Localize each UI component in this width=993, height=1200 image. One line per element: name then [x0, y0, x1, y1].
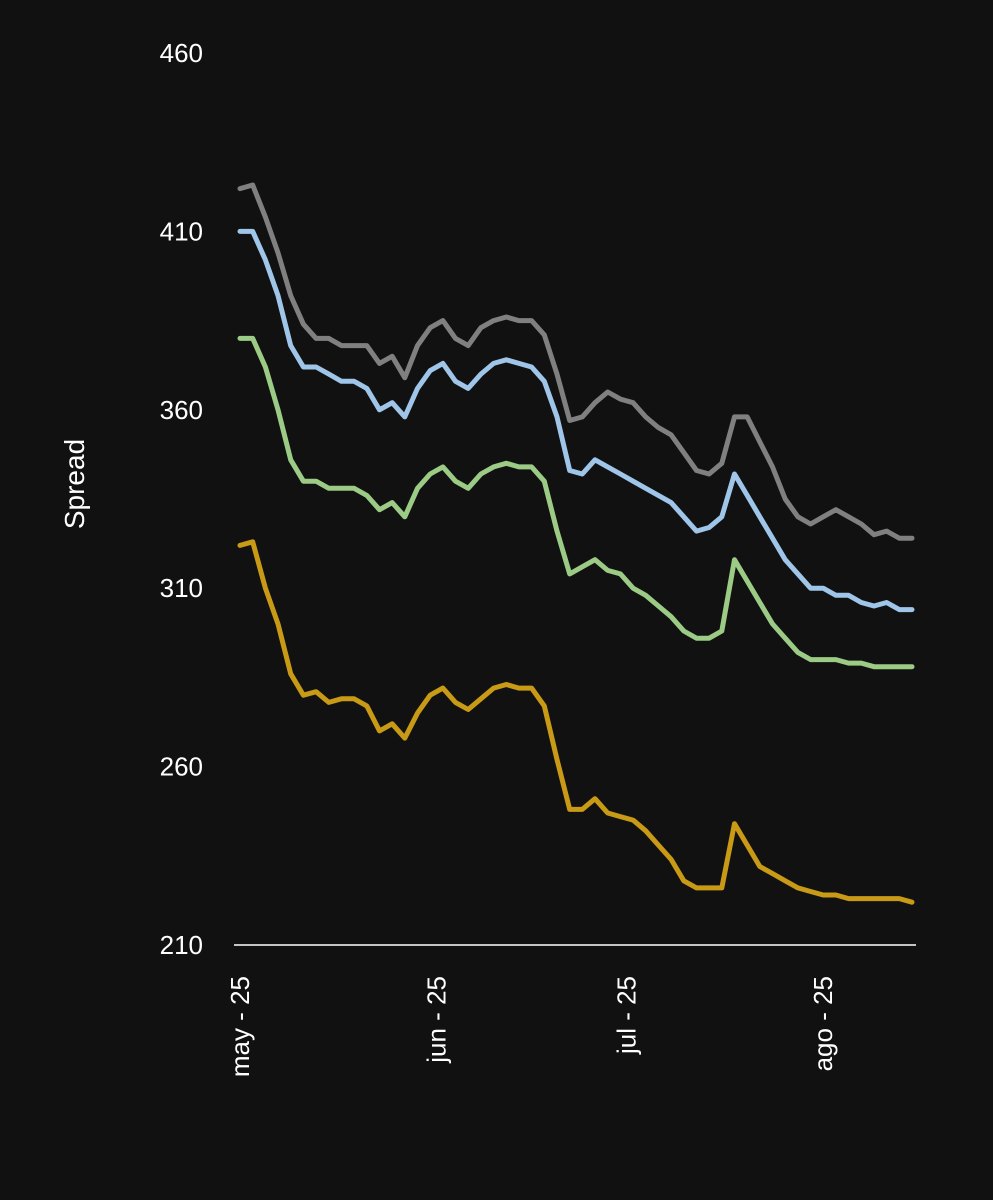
series-line-3: [237, 335, 915, 670]
x-tick-label: jun - 25: [422, 976, 452, 1064]
y-tick-label: 360: [160, 395, 203, 425]
y-axis-label: Spread: [59, 439, 90, 529]
series-line-1: [237, 182, 915, 541]
x-tick-label: jul - 25: [612, 976, 642, 1055]
y-tick-label: 260: [160, 752, 203, 782]
y-tick-label: 310: [160, 573, 203, 603]
y-tick-label: 460: [160, 38, 203, 68]
x-tick-label: ago - 25: [808, 976, 838, 1071]
y-tick-label: 410: [160, 216, 203, 246]
series-layer: [237, 182, 915, 905]
x-axis-ticks: may - 25 jun - 25 jul - 25 ago - 25: [225, 976, 838, 1077]
series-line-4: [237, 539, 915, 905]
y-tick-label: 210: [160, 930, 203, 960]
y-axis-ticks: 460 410 360 310 260 210: [160, 38, 203, 960]
x-tick-label: may - 25: [225, 976, 255, 1077]
series-line-2: [237, 228, 915, 613]
